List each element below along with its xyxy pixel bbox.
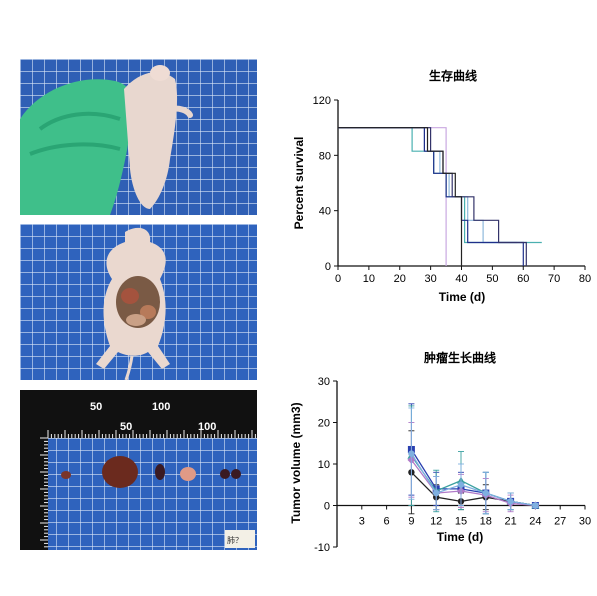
tumor-data-point: [532, 502, 539, 509]
organ-lung: [180, 467, 196, 481]
tumor-x-tick-label: 30: [579, 516, 591, 528]
tumor-x-tick-label: 12: [430, 516, 442, 528]
tumor-series-1: [408, 430, 539, 515]
survival-series-line-2: [338, 127, 542, 244]
survival-x-label: Time (d): [439, 290, 485, 304]
survival-y-label: Percent survival: [292, 137, 306, 230]
survival-y-tick-label: 120: [313, 95, 331, 107]
tumor-series-line: [410, 449, 536, 507]
tumor-y-tick-label: 0: [324, 501, 330, 513]
ruler-second-number: 100: [198, 421, 216, 433]
survival-x-tick-label: 10: [363, 273, 375, 285]
organ-liver: [102, 456, 138, 488]
ruler-second-number: 50: [120, 421, 132, 433]
tumor-x-label: Time (d): [437, 530, 483, 544]
tumor-x-tick-label: 3: [359, 516, 365, 528]
tumor-x-tick-label: 24: [529, 516, 541, 528]
tumor-x-tick-label: 15: [455, 516, 467, 528]
ruler-top-number: 100: [152, 401, 170, 413]
tumor-series-3: [407, 405, 540, 515]
photo-mouse-dissected: [20, 224, 257, 380]
tumor-series: [407, 403, 540, 515]
tumor-data-point: [457, 481, 465, 488]
tumor-y-tick-label: 30: [318, 376, 330, 388]
tumor-y-tick-label: -10: [314, 542, 330, 554]
survival-series-line-1: [338, 127, 447, 266]
ruler-top-number: 50: [90, 401, 102, 413]
survival-y-tick-label: 80: [319, 150, 331, 162]
tumor-chart: 肿瘤生长曲线 3 6 9 12 15 18 21 24 27 30 -10 0 10 20 30 Time …: [289, 350, 591, 554]
photo-mouse-held: [20, 59, 257, 215]
tumor-data-point: [482, 489, 489, 497]
survival-x-tick-label: 80: [579, 273, 591, 285]
organ-kidney-right: [231, 469, 241, 479]
survival-series-line-5: [338, 127, 527, 266]
tumor-axes: 3 6 9 12 15 18 21 24 27 30 -10 0 10 20 30: [314, 376, 591, 554]
tumor-y-label: Tumor volume (mm3): [289, 402, 303, 523]
survival-chart-title: 生存曲线: [429, 68, 477, 83]
tumor-x-tick-label: 6: [384, 516, 390, 528]
specimen-label-text: 肺？: [227, 536, 243, 545]
tumor-series-5: [408, 407, 539, 515]
organs-ruler-illustration: 50 100 50 100 肺？: [20, 390, 257, 550]
tumor-series-2: [407, 403, 539, 515]
survival-x-tick-label: 50: [486, 273, 498, 285]
tumor-y-tick-label: 20: [318, 418, 330, 430]
survival-x-tick-label: 0: [335, 273, 341, 285]
tumor-x-tick-label: 9: [408, 516, 414, 528]
organ-kidney-left: [220, 469, 230, 479]
organ-spleen: [155, 464, 165, 480]
survival-series-line-4: [338, 127, 524, 266]
photo-organs-with-ruler: 50 100 50 100 肺？: [20, 390, 257, 550]
tumor-series-line: [410, 455, 536, 507]
tumor-y-tick-label: 10: [318, 459, 330, 471]
survival-x-tick-label: 40: [455, 273, 467, 285]
tumor-data-point: [408, 450, 415, 457]
survival-y-tick-label: 40: [319, 206, 331, 218]
tumor-x-tick-label: 18: [480, 516, 492, 528]
survival-x-tick-label: 30: [425, 273, 437, 285]
survival-series-line-6: [338, 127, 463, 266]
tumor-x-tick-label: 27: [554, 516, 566, 528]
specimen-label: [225, 530, 255, 548]
mouse-held-illustration: [20, 59, 257, 215]
organ-heart: [61, 471, 71, 479]
survival-x-tick-label: 20: [394, 273, 406, 285]
tumor-series-line: [410, 453, 536, 507]
tumor-x-tick-label: 21: [504, 516, 516, 528]
survival-series: [338, 127, 542, 266]
tumor-data-point: [507, 498, 514, 505]
survival-x-tick-label: 60: [517, 273, 529, 285]
tumor-data-point: [433, 489, 440, 497]
survival-y-tick-label: 0: [325, 261, 331, 273]
tumor-chart-title: 肿瘤生长曲线: [424, 350, 496, 365]
tumor-series-4: [407, 422, 540, 513]
survival-x-tick-label: 70: [548, 273, 560, 285]
mouse-dissected-illustration: [20, 224, 257, 380]
